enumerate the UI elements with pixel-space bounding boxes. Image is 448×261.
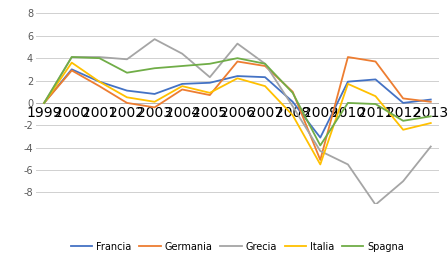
Germania [69, 69, 74, 72]
Spagna [207, 62, 212, 65]
Italia [41, 101, 47, 104]
Italia [124, 96, 129, 99]
Francia [345, 80, 351, 83]
Spagna [69, 56, 74, 59]
Francia [97, 80, 102, 83]
Francia [41, 101, 47, 104]
Line: Spagna: Spagna [44, 57, 431, 145]
Francia [180, 82, 185, 85]
Germania [124, 101, 129, 104]
Grecia [373, 203, 378, 206]
Germania [428, 100, 434, 103]
Francia [318, 136, 323, 139]
Grecia [207, 76, 212, 79]
Grecia [318, 150, 323, 153]
Italia [207, 91, 212, 94]
Spagna [401, 119, 406, 122]
Germania [41, 101, 47, 104]
Grecia [401, 180, 406, 183]
Francia [235, 74, 240, 78]
Italia [180, 85, 185, 88]
Francia [263, 76, 268, 79]
Germania [235, 60, 240, 63]
Spagna [373, 103, 378, 106]
Grecia [345, 163, 351, 166]
Germania [345, 56, 351, 59]
Spagna [290, 91, 295, 94]
Grecia [263, 62, 268, 65]
Spagna [41, 101, 47, 104]
Francia [69, 68, 74, 71]
Francia [152, 92, 157, 96]
Italia [152, 100, 157, 103]
Italia [373, 95, 378, 98]
Legend: Francia, Germania, Grecia, Italia, Spagna: Francia, Germania, Grecia, Italia, Spagn… [67, 238, 408, 256]
Germania [180, 88, 185, 91]
Francia [428, 98, 434, 101]
Germania [290, 90, 295, 93]
Italia [290, 114, 295, 117]
Spagna [263, 62, 268, 65]
Francia [290, 100, 295, 103]
Italia [345, 82, 351, 85]
Germania [207, 93, 212, 97]
Germania [97, 85, 102, 88]
Francia [373, 78, 378, 81]
Grecia [69, 56, 74, 59]
Line: Grecia: Grecia [44, 39, 431, 205]
Spagna [152, 67, 157, 70]
Spagna [318, 144, 323, 147]
Grecia [180, 52, 185, 55]
Line: Francia: Francia [44, 69, 431, 138]
Germania [318, 158, 323, 162]
Line: Italia: Italia [44, 63, 431, 164]
Italia [401, 128, 406, 131]
Spagna [345, 101, 351, 104]
Germania [263, 64, 268, 68]
Germania [401, 97, 406, 100]
Italia [318, 163, 323, 166]
Grecia [152, 38, 157, 41]
Spagna [180, 64, 185, 68]
Spagna [97, 57, 102, 60]
Italia [263, 85, 268, 88]
Grecia [235, 42, 240, 45]
Francia [124, 89, 129, 92]
Grecia [428, 145, 434, 148]
Grecia [41, 101, 47, 104]
Line: Germania: Germania [44, 57, 431, 160]
Germania [373, 60, 378, 63]
Italia [69, 61, 74, 64]
Spagna [428, 115, 434, 118]
Spagna [124, 71, 129, 74]
Francia [207, 81, 212, 84]
Spagna [235, 57, 240, 60]
Italia [97, 80, 102, 83]
Francia [401, 101, 406, 104]
Grecia [97, 56, 102, 59]
Germania [152, 106, 157, 109]
Grecia [124, 58, 129, 61]
Grecia [290, 105, 295, 108]
Italia [428, 121, 434, 124]
Italia [235, 77, 240, 80]
